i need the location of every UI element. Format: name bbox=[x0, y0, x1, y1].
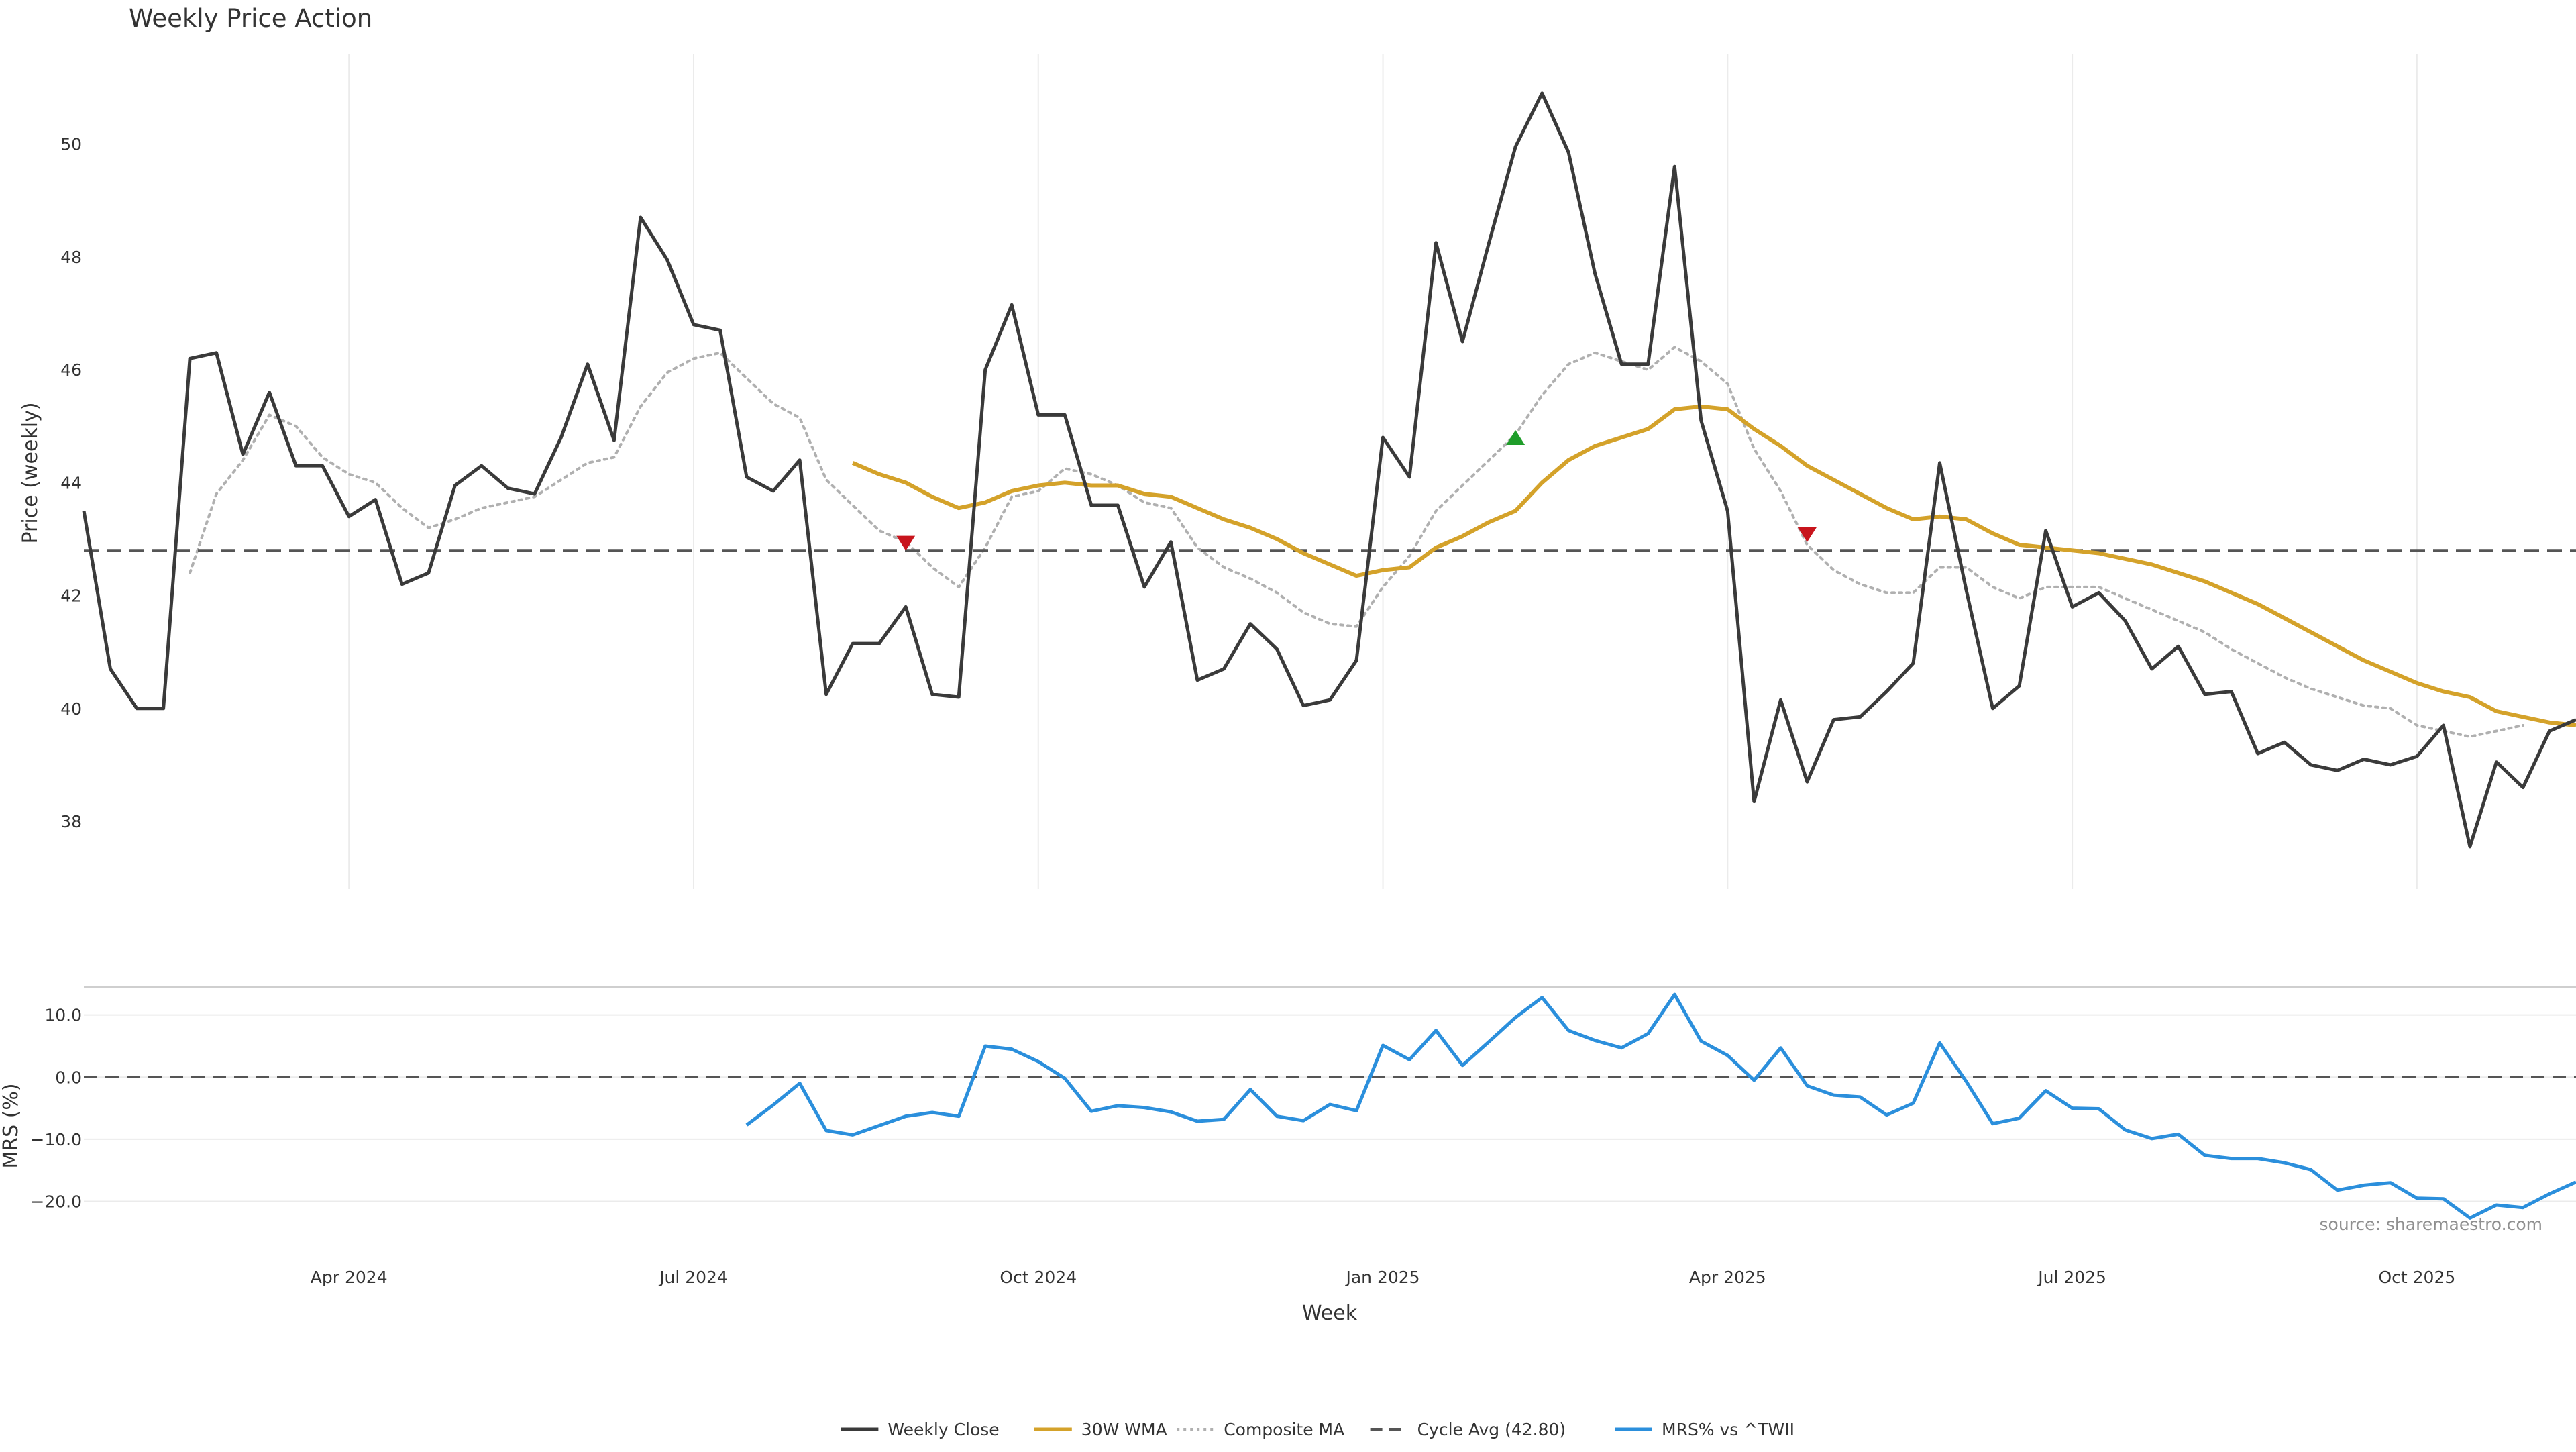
legend-label: 30W WMA bbox=[1081, 1420, 1167, 1439]
composite-ma-line bbox=[189, 346, 2524, 738]
wma-30w-line bbox=[851, 404, 2576, 727]
x-tick-label: Apr 2024 bbox=[311, 1267, 388, 1287]
price-y-ticks: 38 40 42 44 46 48 50 bbox=[60, 135, 82, 831]
price-y-tick-label: 46 bbox=[60, 360, 82, 380]
mrs-panel-grid bbox=[84, 1014, 2576, 1202]
price-y-tick-label: 48 bbox=[60, 248, 82, 267]
mrs-line bbox=[745, 992, 2576, 1220]
price-y-tick-label: 38 bbox=[60, 812, 82, 831]
weekly-close-line bbox=[82, 91, 2576, 849]
price-y-tick-label: 40 bbox=[60, 699, 82, 719]
price-series bbox=[82, 91, 2576, 849]
legend-label: Composite MA bbox=[1224, 1420, 1344, 1439]
x-tick-label: Oct 2025 bbox=[2378, 1267, 2455, 1287]
price-panel-grid bbox=[348, 54, 2418, 889]
sell-signal-marker bbox=[1797, 527, 1817, 543]
x-axis-label: Week bbox=[1302, 1302, 1358, 1325]
price-y-tick-label: 44 bbox=[60, 473, 82, 492]
mrs-series bbox=[84, 992, 2576, 1220]
sell-signal-marker bbox=[896, 535, 916, 551]
mrs-y-tick-label: 0.0 bbox=[55, 1068, 82, 1087]
mrs-y-tick-label: −10.0 bbox=[30, 1130, 82, 1149]
source-note: source: sharemaestro.com bbox=[2320, 1214, 2543, 1234]
mrs-y-axis-label: MRS (%) bbox=[0, 1083, 23, 1168]
mrs-y-tick-label: −20.0 bbox=[30, 1192, 82, 1211]
price-y-tick-label: 42 bbox=[60, 586, 82, 606]
x-tick-label: Jan 2025 bbox=[1344, 1267, 1419, 1287]
price-y-axis-label: Price (weekly) bbox=[19, 402, 42, 543]
x-tick-label: Apr 2025 bbox=[1689, 1267, 1766, 1287]
x-tick-label: Oct 2024 bbox=[1000, 1267, 1077, 1287]
mrs-y-tick-label: 10.0 bbox=[44, 1006, 82, 1025]
legend-label: Weekly Close bbox=[888, 1420, 999, 1439]
x-axis-ticks: Apr 2024 Jul 2024 Oct 2024 Jan 2025 Apr 2025… bbox=[311, 1267, 2455, 1287]
legend-label: MRS% vs ^TWII bbox=[1662, 1420, 1794, 1439]
chart-title: Weekly Price Action bbox=[129, 4, 372, 33]
x-tick-label: Jul 2025 bbox=[2037, 1267, 2106, 1287]
signal-markers bbox=[896, 430, 1817, 551]
buy-signal-marker bbox=[1506, 430, 1525, 446]
x-tick-label: Jul 2024 bbox=[658, 1267, 728, 1287]
mrs-y-ticks: −20.0 −10.0 0.0 10.0 bbox=[30, 1006, 82, 1212]
price-y-tick-label: 50 bbox=[60, 135, 82, 154]
legend-label: Cycle Avg (42.80) bbox=[1417, 1420, 1566, 1439]
legend: Weekly Close 30W WMA Composite MA Cycle Avg… bbox=[841, 1420, 1794, 1439]
